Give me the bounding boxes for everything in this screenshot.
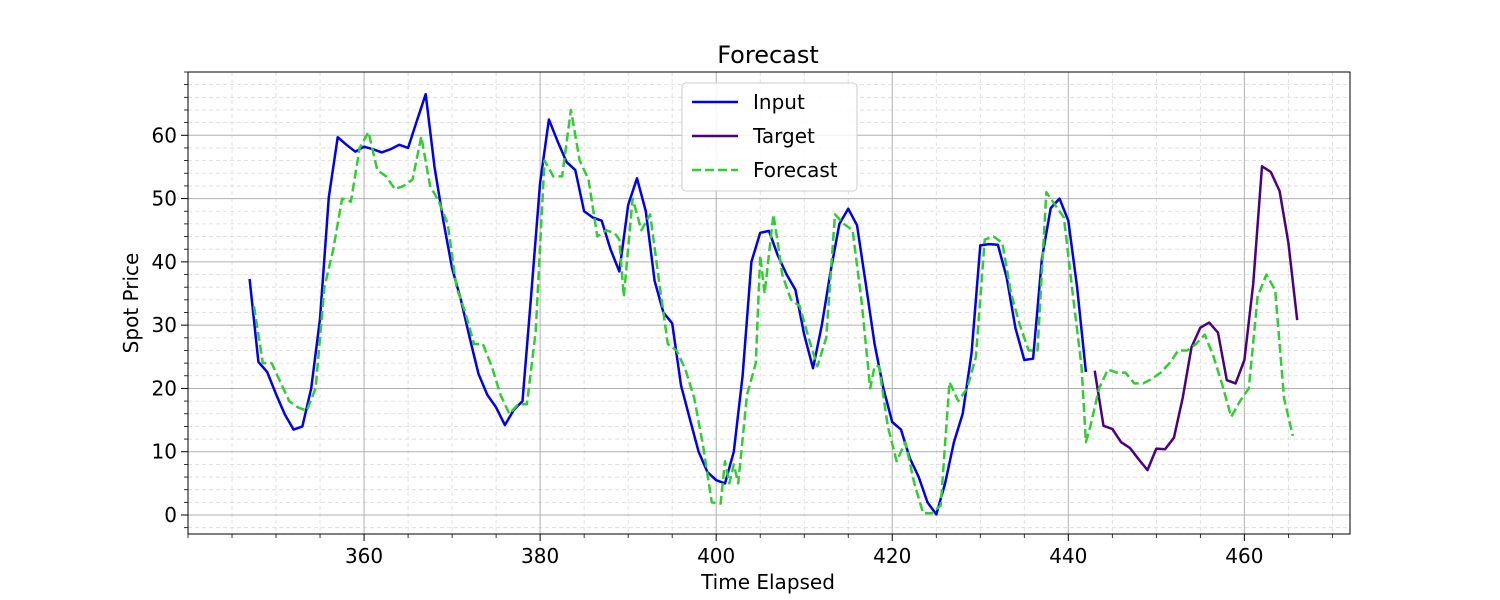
y-axis-title: Spot Price xyxy=(119,253,143,354)
y-tick-label: 30 xyxy=(152,313,177,337)
series-line-forecast xyxy=(252,108,1295,515)
legend-label-target: Target xyxy=(752,124,815,148)
x-tick-label: 360 xyxy=(345,544,383,568)
series-line-target xyxy=(1093,165,1299,472)
x-tick-label: 420 xyxy=(873,544,911,568)
plot-frame xyxy=(187,71,1351,535)
y-tick-label: 40 xyxy=(152,250,177,274)
tick-labels: 360 380 400 420 440 460 0 10 20 30 40 50 60 xyxy=(152,123,1264,568)
legend-box xyxy=(681,82,858,192)
x-tick-label: 380 xyxy=(521,544,559,568)
series-layer xyxy=(248,92,1299,516)
series-line-input xyxy=(248,92,1088,516)
y-tick-label: 60 xyxy=(152,123,177,147)
y-tick-label: 0 xyxy=(164,503,177,527)
y-tick-label: 50 xyxy=(152,187,177,211)
legend-label-forecast: Forecast xyxy=(753,158,838,182)
axis-ticks xyxy=(181,71,1333,541)
legend: Input Target Forecast xyxy=(681,82,858,192)
legend-label-input: Input xyxy=(753,90,805,114)
y-tick-label: 10 xyxy=(152,440,177,464)
x-tick-label: 400 xyxy=(697,544,735,568)
x-tick-label: 440 xyxy=(1049,544,1087,568)
x-axis-title: Time Elapsed xyxy=(700,570,835,594)
chart-title: Forecast xyxy=(717,41,819,69)
y-tick-label: 20 xyxy=(152,376,177,400)
x-tick-label: 460 xyxy=(1225,544,1263,568)
